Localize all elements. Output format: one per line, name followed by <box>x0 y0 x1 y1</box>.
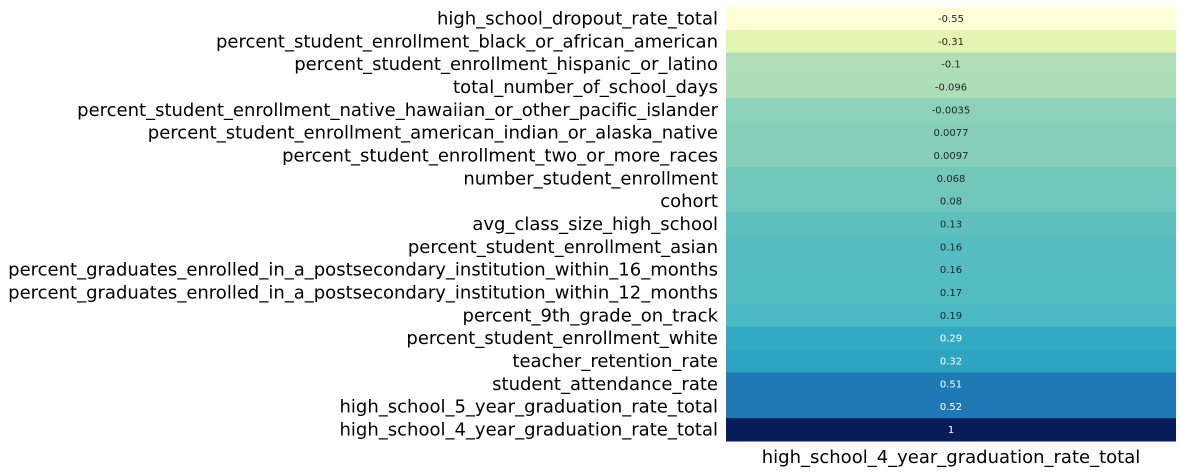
heatmap-cell <box>726 235 1176 259</box>
heatmap-cell <box>726 303 1176 328</box>
cell-value-label: -0.31 <box>938 37 964 48</box>
heatmap-cell <box>726 326 1176 351</box>
cell-value-label: 0.16 <box>940 265 962 276</box>
row-tick-label: number_student_enrollment <box>463 168 718 189</box>
heatmap-cell <box>726 189 1176 214</box>
heatmap-cell <box>726 281 1176 305</box>
cell-value-label: -0.55 <box>938 14 964 25</box>
heatmap-cell <box>726 29 1176 54</box>
heatmap-cell <box>726 75 1176 99</box>
row-tick-label: cohort <box>660 191 718 212</box>
row-tick-label: percent_student_enrollment_native_hawaii… <box>77 100 718 121</box>
heatmap-cell <box>726 166 1176 191</box>
cell-value-label: 0.52 <box>940 402 962 413</box>
heatmap-cell <box>726 121 1176 145</box>
heatmap-cells: -0.55 -0.31 -0.1 -0.096 -0.0035 0.0077 0.0097 0… <box>726 7 1176 442</box>
cell-value-label: 0.17 <box>940 288 962 299</box>
row-tick-label: avg_class_size_high_school <box>472 214 718 235</box>
row-tick-label: percent_student_enrollment_asian <box>408 237 718 258</box>
cell-value-label: 0.19 <box>940 311 962 322</box>
cell-value-label: 0.16 <box>940 242 962 253</box>
row-tick-label: total_number_of_school_days <box>453 77 718 98</box>
heatmap-cell <box>726 395 1176 419</box>
heatmap-cell <box>726 349 1176 373</box>
cell-value-label: 0.13 <box>940 220 962 231</box>
heatmap-cell <box>726 418 1176 442</box>
row-tick-label: high_school_dropout_rate_total <box>437 8 718 29</box>
cell-value-label: 0.32 <box>940 357 962 368</box>
row-tick-label: high_school_5_year_graduation_rate_total <box>340 397 718 418</box>
row-tick-label: teacher_retention_rate <box>512 351 718 372</box>
heatmap-cell <box>726 144 1176 168</box>
cell-value-label: 1 <box>948 425 954 436</box>
heatmap-cell <box>726 372 1176 396</box>
row-tick-label: high_school_4_year_graduation_rate_total <box>340 420 718 441</box>
heatmap-cell <box>726 52 1176 77</box>
cell-value-label: 0.51 <box>940 379 962 390</box>
row-tick-label: percent_graduates_enrolled_in_a_postseco… <box>8 260 718 281</box>
cell-value-label: 0.0097 <box>934 151 969 162</box>
row-labels: high_school_dropout_rate_totalpercent_st… <box>8 8 718 440</box>
cell-value-label: 0.068 <box>937 174 966 185</box>
heatmap-cell <box>726 212 1176 236</box>
cell-value-label: -0.096 <box>935 82 967 93</box>
cell-value-label: -0.1 <box>941 60 961 71</box>
cell-value-label: 0.0077 <box>934 128 969 139</box>
row-tick-label: percent_student_enrollment_two_or_more_r… <box>282 145 718 166</box>
heatmap-cell <box>726 98 1176 122</box>
row-tick-label: student_attendance_rate <box>492 374 718 395</box>
row-tick-label: percent_9th_grade_on_track <box>463 305 719 326</box>
row-tick-label: percent_graduates_enrolled_in_a_postseco… <box>8 283 718 304</box>
column-label: high_school_4_year_graduation_rate_total <box>762 447 1140 468</box>
row-tick-label: percent_student_enrollment_black_or_afri… <box>216 31 718 52</box>
row-tick-label: percent_student_enrollment_american_indi… <box>148 123 718 144</box>
row-tick-label: percent_student_enrollment_hispanic_or_l… <box>294 54 718 75</box>
cell-value-label: 0.29 <box>940 334 962 345</box>
cell-value-label: 0.08 <box>940 197 962 208</box>
cell-value-label: -0.0035 <box>932 105 971 116</box>
heatmap-cell <box>726 7 1176 31</box>
heatmap-cell <box>726 258 1176 282</box>
row-tick-label: percent_student_enrollment_white <box>406 328 718 349</box>
